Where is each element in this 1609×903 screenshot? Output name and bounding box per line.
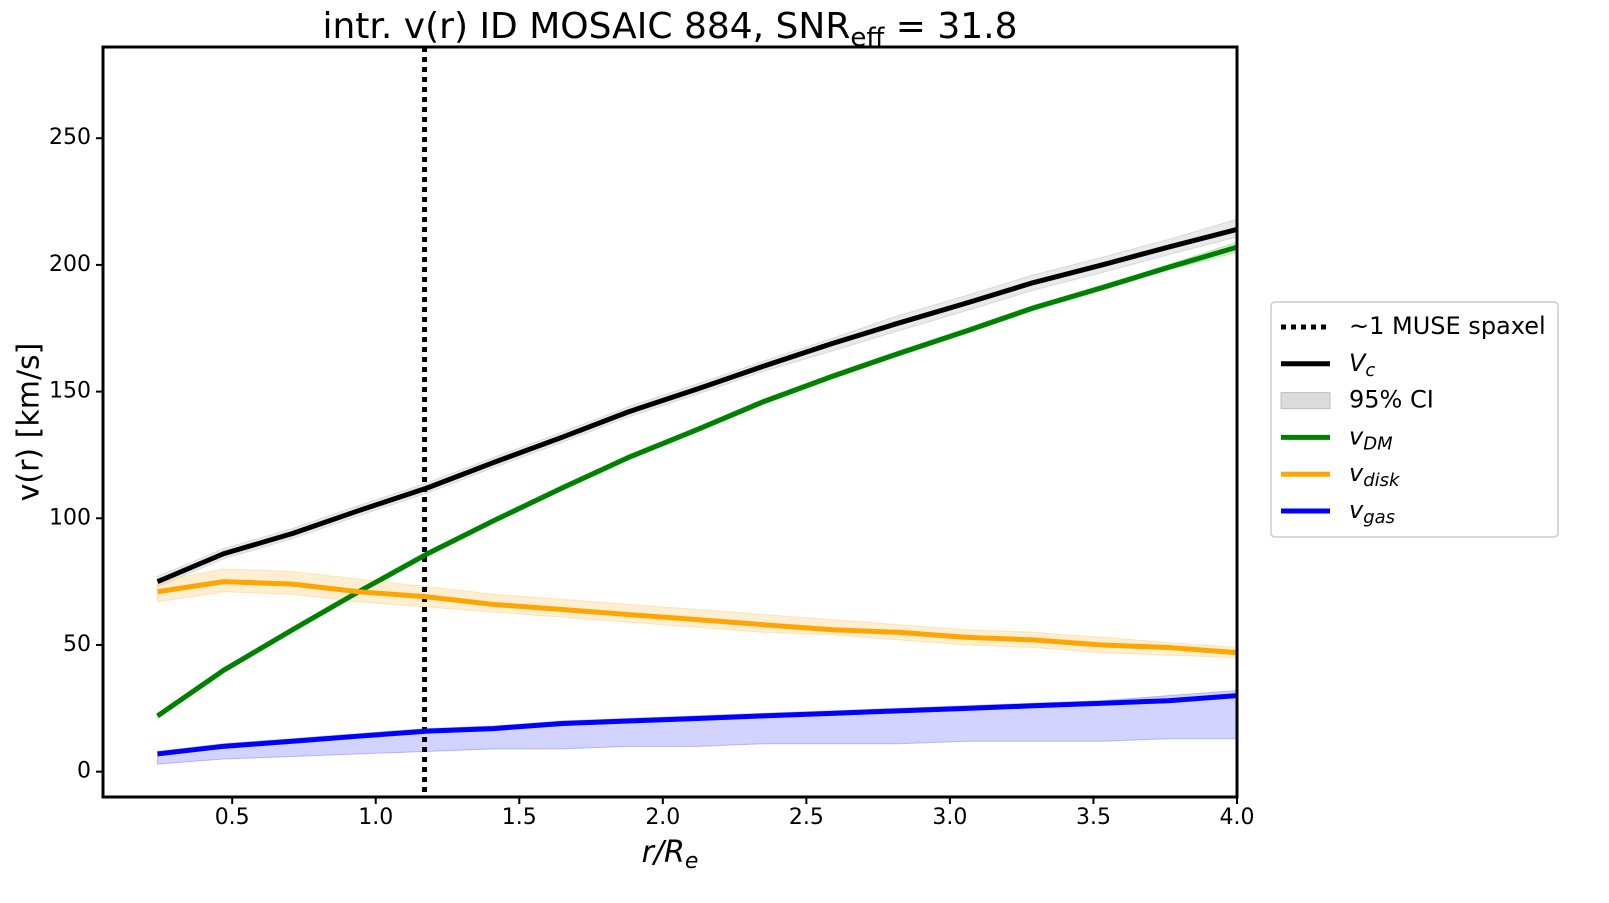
x-label-main: r/R (642, 835, 685, 870)
x-tick-label: 2.5 (789, 805, 824, 830)
x-tick-label: 1.5 (502, 805, 537, 830)
ci-band (157, 690, 1237, 765)
title-main: intr. v(r) ID MOSAIC 884, SNR (322, 6, 850, 47)
legend-name: v (1349, 459, 1364, 487)
y-tick-label: 150 (49, 379, 91, 404)
x-tick-label: 1.0 (358, 805, 393, 830)
y-tick-label: 50 (63, 632, 91, 657)
y-tick-label: 100 (49, 505, 91, 530)
legend-sub: DM (1363, 433, 1393, 454)
legend-sub: gas (1363, 507, 1395, 528)
series-line (156, 227, 1237, 584)
y-tick-label: 0 (77, 759, 91, 784)
legend-label: Vc (1349, 349, 1375, 381)
x-tick-label: 0.5 (215, 805, 250, 830)
y-tick-label: 200 (49, 252, 91, 277)
legend-sub: c (1365, 360, 1375, 381)
legend-label: vgas (1349, 496, 1395, 528)
legend-label: vdisk (1349, 459, 1401, 491)
series-line (157, 693, 1237, 757)
legend-label: 95% CI (1349, 386, 1434, 414)
plot-frame (101, 45, 1239, 799)
x-tick-label: 4.0 (1220, 805, 1255, 830)
legend-box (1270, 301, 1559, 538)
x-tick-label: 3.5 (1076, 805, 1111, 830)
x-tick-label: 3.0 (932, 805, 967, 830)
legend-name: v (1349, 496, 1364, 524)
legend-sub: disk (1363, 470, 1401, 491)
x-tick-label: 2.0 (645, 805, 680, 830)
series-line (157, 579, 1237, 656)
chart-title: intr. v(r) ID MOSAIC 884, SNReff = 31.8 (322, 6, 1017, 53)
series-line (156, 244, 1237, 718)
legend-name: V (1349, 349, 1367, 377)
x-label-sub: e (685, 849, 699, 874)
legend-label: vDM (1349, 422, 1393, 454)
title-tail: = 31.8 (884, 6, 1017, 47)
legend-swatch (1280, 392, 1331, 410)
y-tick-label: 250 (49, 125, 91, 150)
legend-name: v (1349, 422, 1364, 450)
y-axis-label: v(r) [km/s] (12, 343, 47, 502)
legend-label: ~1 MUSE spaxel (1349, 312, 1546, 340)
x-axis-label: r/Re (642, 835, 699, 875)
plot-area (156, 47, 1237, 797)
